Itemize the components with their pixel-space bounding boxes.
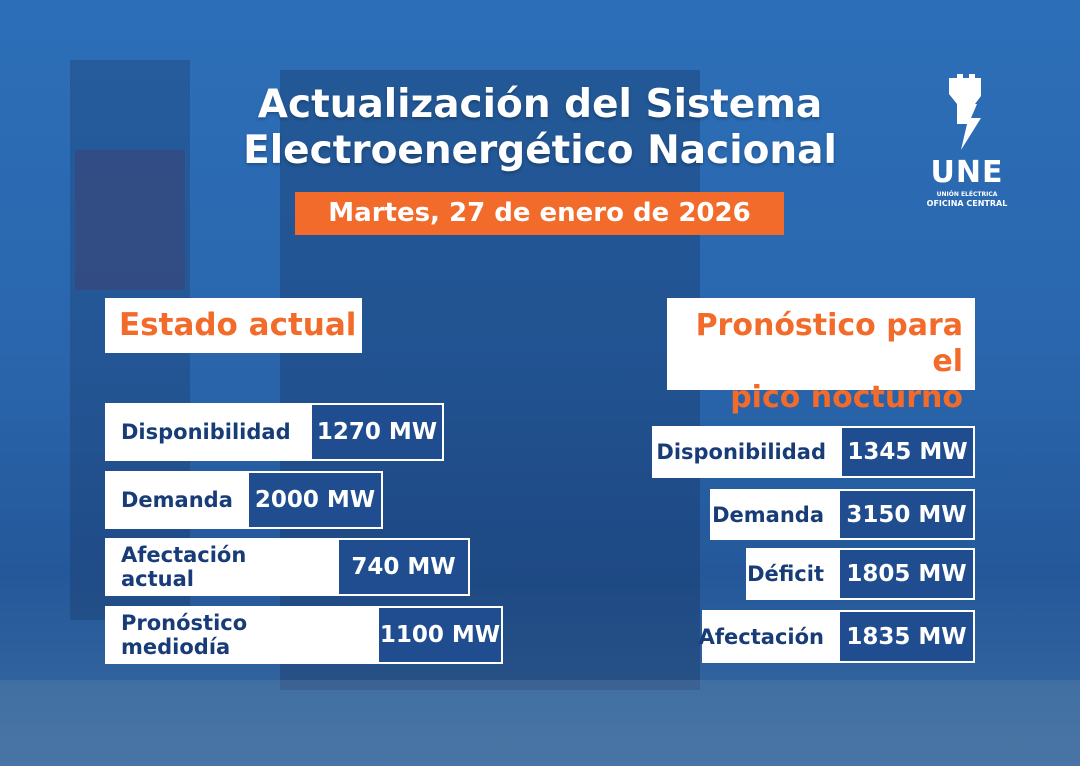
fist-lightning-icon	[949, 74, 981, 150]
row-value: 1835 MW	[838, 610, 975, 663]
row-value: 1345 MW	[840, 426, 975, 478]
row-label: Demanda	[105, 471, 247, 529]
row-label: Disponibilidad	[105, 403, 310, 461]
date-banner: Martes, 27 de enero de 2026	[295, 192, 784, 235]
background-chimney-band	[75, 150, 185, 290]
forecast-heading-line-2: pico nocturno	[730, 380, 963, 415]
row-label: Pronóstico mediodía	[105, 606, 377, 664]
row-label: Disponibilidad	[652, 426, 840, 478]
forecast-row: Déficit 1805 MW	[746, 548, 975, 600]
row-value: 740 MW	[337, 538, 470, 596]
row-label: Demanda	[710, 489, 838, 540]
row-value: 3150 MW	[838, 489, 975, 540]
row-label: Déficit	[746, 548, 838, 600]
current-row: Demanda 2000 MW	[105, 471, 383, 529]
forecast-row: Demanda 3150 MW	[710, 489, 975, 540]
current-status-heading: Estado actual	[105, 298, 362, 353]
background-ground	[0, 680, 1080, 766]
logo-subtitle-1: UNIÓN ELÉCTRICA	[936, 191, 998, 198]
title-line-2: Electroenergético Nacional	[243, 128, 837, 173]
forecast-heading-line-1: Pronóstico para el	[695, 308, 963, 379]
une-logo: UNE UNIÓN ELÉCTRICA OFICINA CENTRAL	[912, 72, 1022, 208]
current-row: Pronóstico mediodía 1100 MW	[105, 606, 503, 664]
current-row: Disponibilidad 1270 MW	[105, 403, 444, 461]
forecast-row: Afectación 1835 MW	[699, 610, 975, 663]
forecast-row: Disponibilidad 1345 MW	[652, 426, 975, 478]
title-line-1: Actualización del Sistema	[257, 82, 823, 127]
row-value: 1805 MW	[838, 548, 975, 600]
row-value: 1100 MW	[377, 606, 503, 664]
row-value: 2000 MW	[247, 471, 383, 529]
logo-subtitle-2: OFICINA CENTRAL	[926, 199, 1008, 208]
logo-name: UNE	[930, 155, 1004, 190]
row-label: Afectación	[699, 610, 838, 663]
row-value: 1270 MW	[310, 403, 444, 461]
row-label: Afectación actual	[105, 538, 337, 596]
page-title: Actualización del Sistema Electroenergét…	[0, 82, 1080, 174]
forecast-heading: Pronóstico para el pico nocturno	[667, 298, 975, 415]
current-row: Afectación actual 740 MW	[105, 538, 470, 596]
